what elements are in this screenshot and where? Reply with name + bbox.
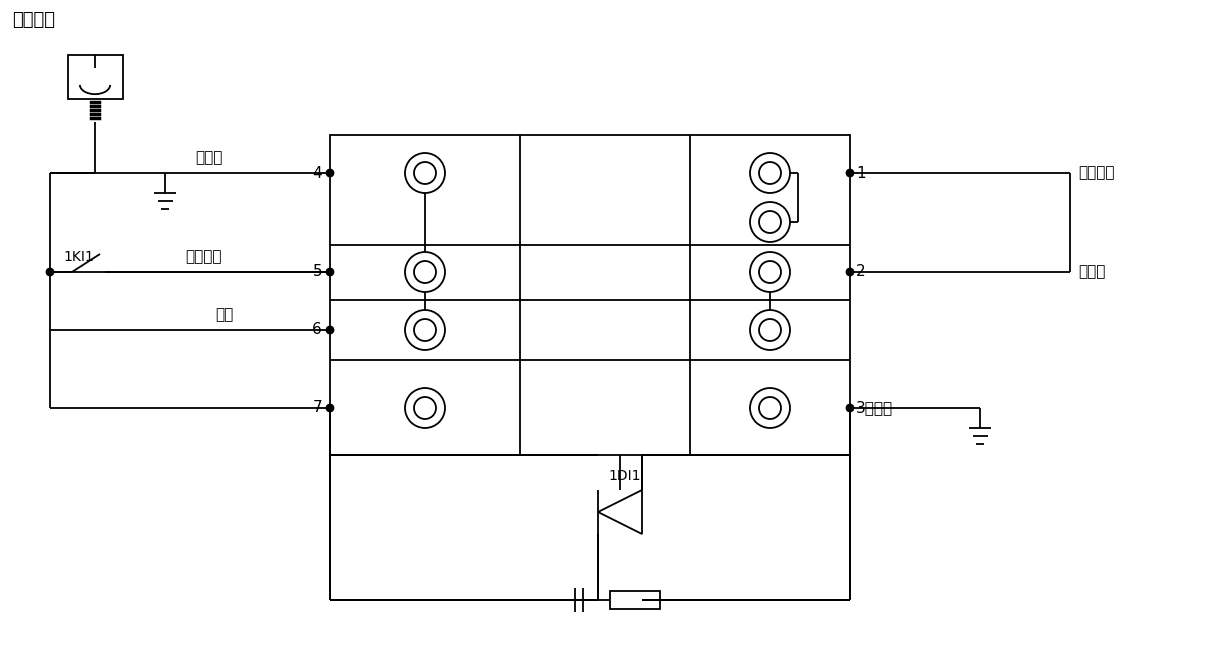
Circle shape — [847, 170, 854, 176]
Bar — [330, 135, 850, 455]
Text: 受流器: 受流器 — [1078, 265, 1105, 279]
Text: 接地线: 接地线 — [195, 150, 222, 166]
Text: 7: 7 — [313, 401, 321, 416]
Text: 车间电源: 车间电源 — [12, 11, 55, 29]
Circle shape — [326, 170, 334, 176]
Text: 4: 4 — [313, 166, 321, 180]
Text: 牵引电路: 牵引电路 — [1078, 166, 1115, 180]
Circle shape — [847, 269, 854, 275]
Text: 2: 2 — [856, 265, 866, 279]
Circle shape — [326, 405, 334, 411]
Bar — [68, 55, 123, 99]
Circle shape — [46, 269, 53, 275]
Text: 1KI1: 1KI1 — [63, 250, 93, 264]
Text: 6: 6 — [312, 323, 321, 337]
Bar — [610, 591, 660, 609]
Text: 车间电源: 车间电源 — [186, 249, 222, 265]
Circle shape — [847, 405, 854, 411]
Circle shape — [326, 327, 334, 333]
Text: 5: 5 — [313, 265, 321, 279]
Text: 3接地线: 3接地线 — [856, 401, 893, 416]
Text: 1DI1: 1DI1 — [609, 469, 642, 483]
Circle shape — [326, 269, 334, 275]
Text: 1: 1 — [856, 166, 866, 180]
Text: 母线: 母线 — [215, 308, 233, 323]
